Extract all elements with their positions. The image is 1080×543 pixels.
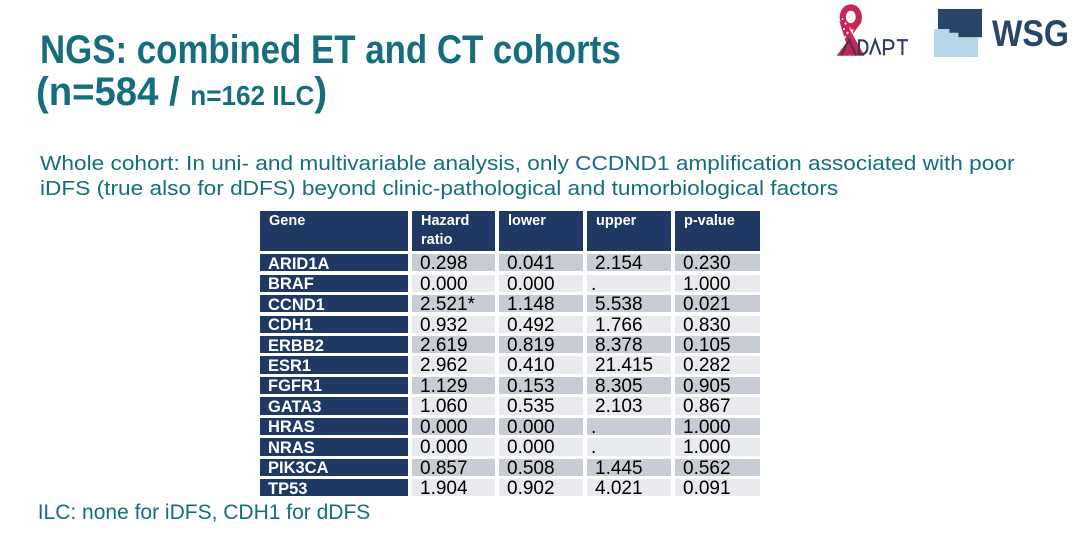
svg-text:WSG: WSG <box>992 13 1069 54</box>
